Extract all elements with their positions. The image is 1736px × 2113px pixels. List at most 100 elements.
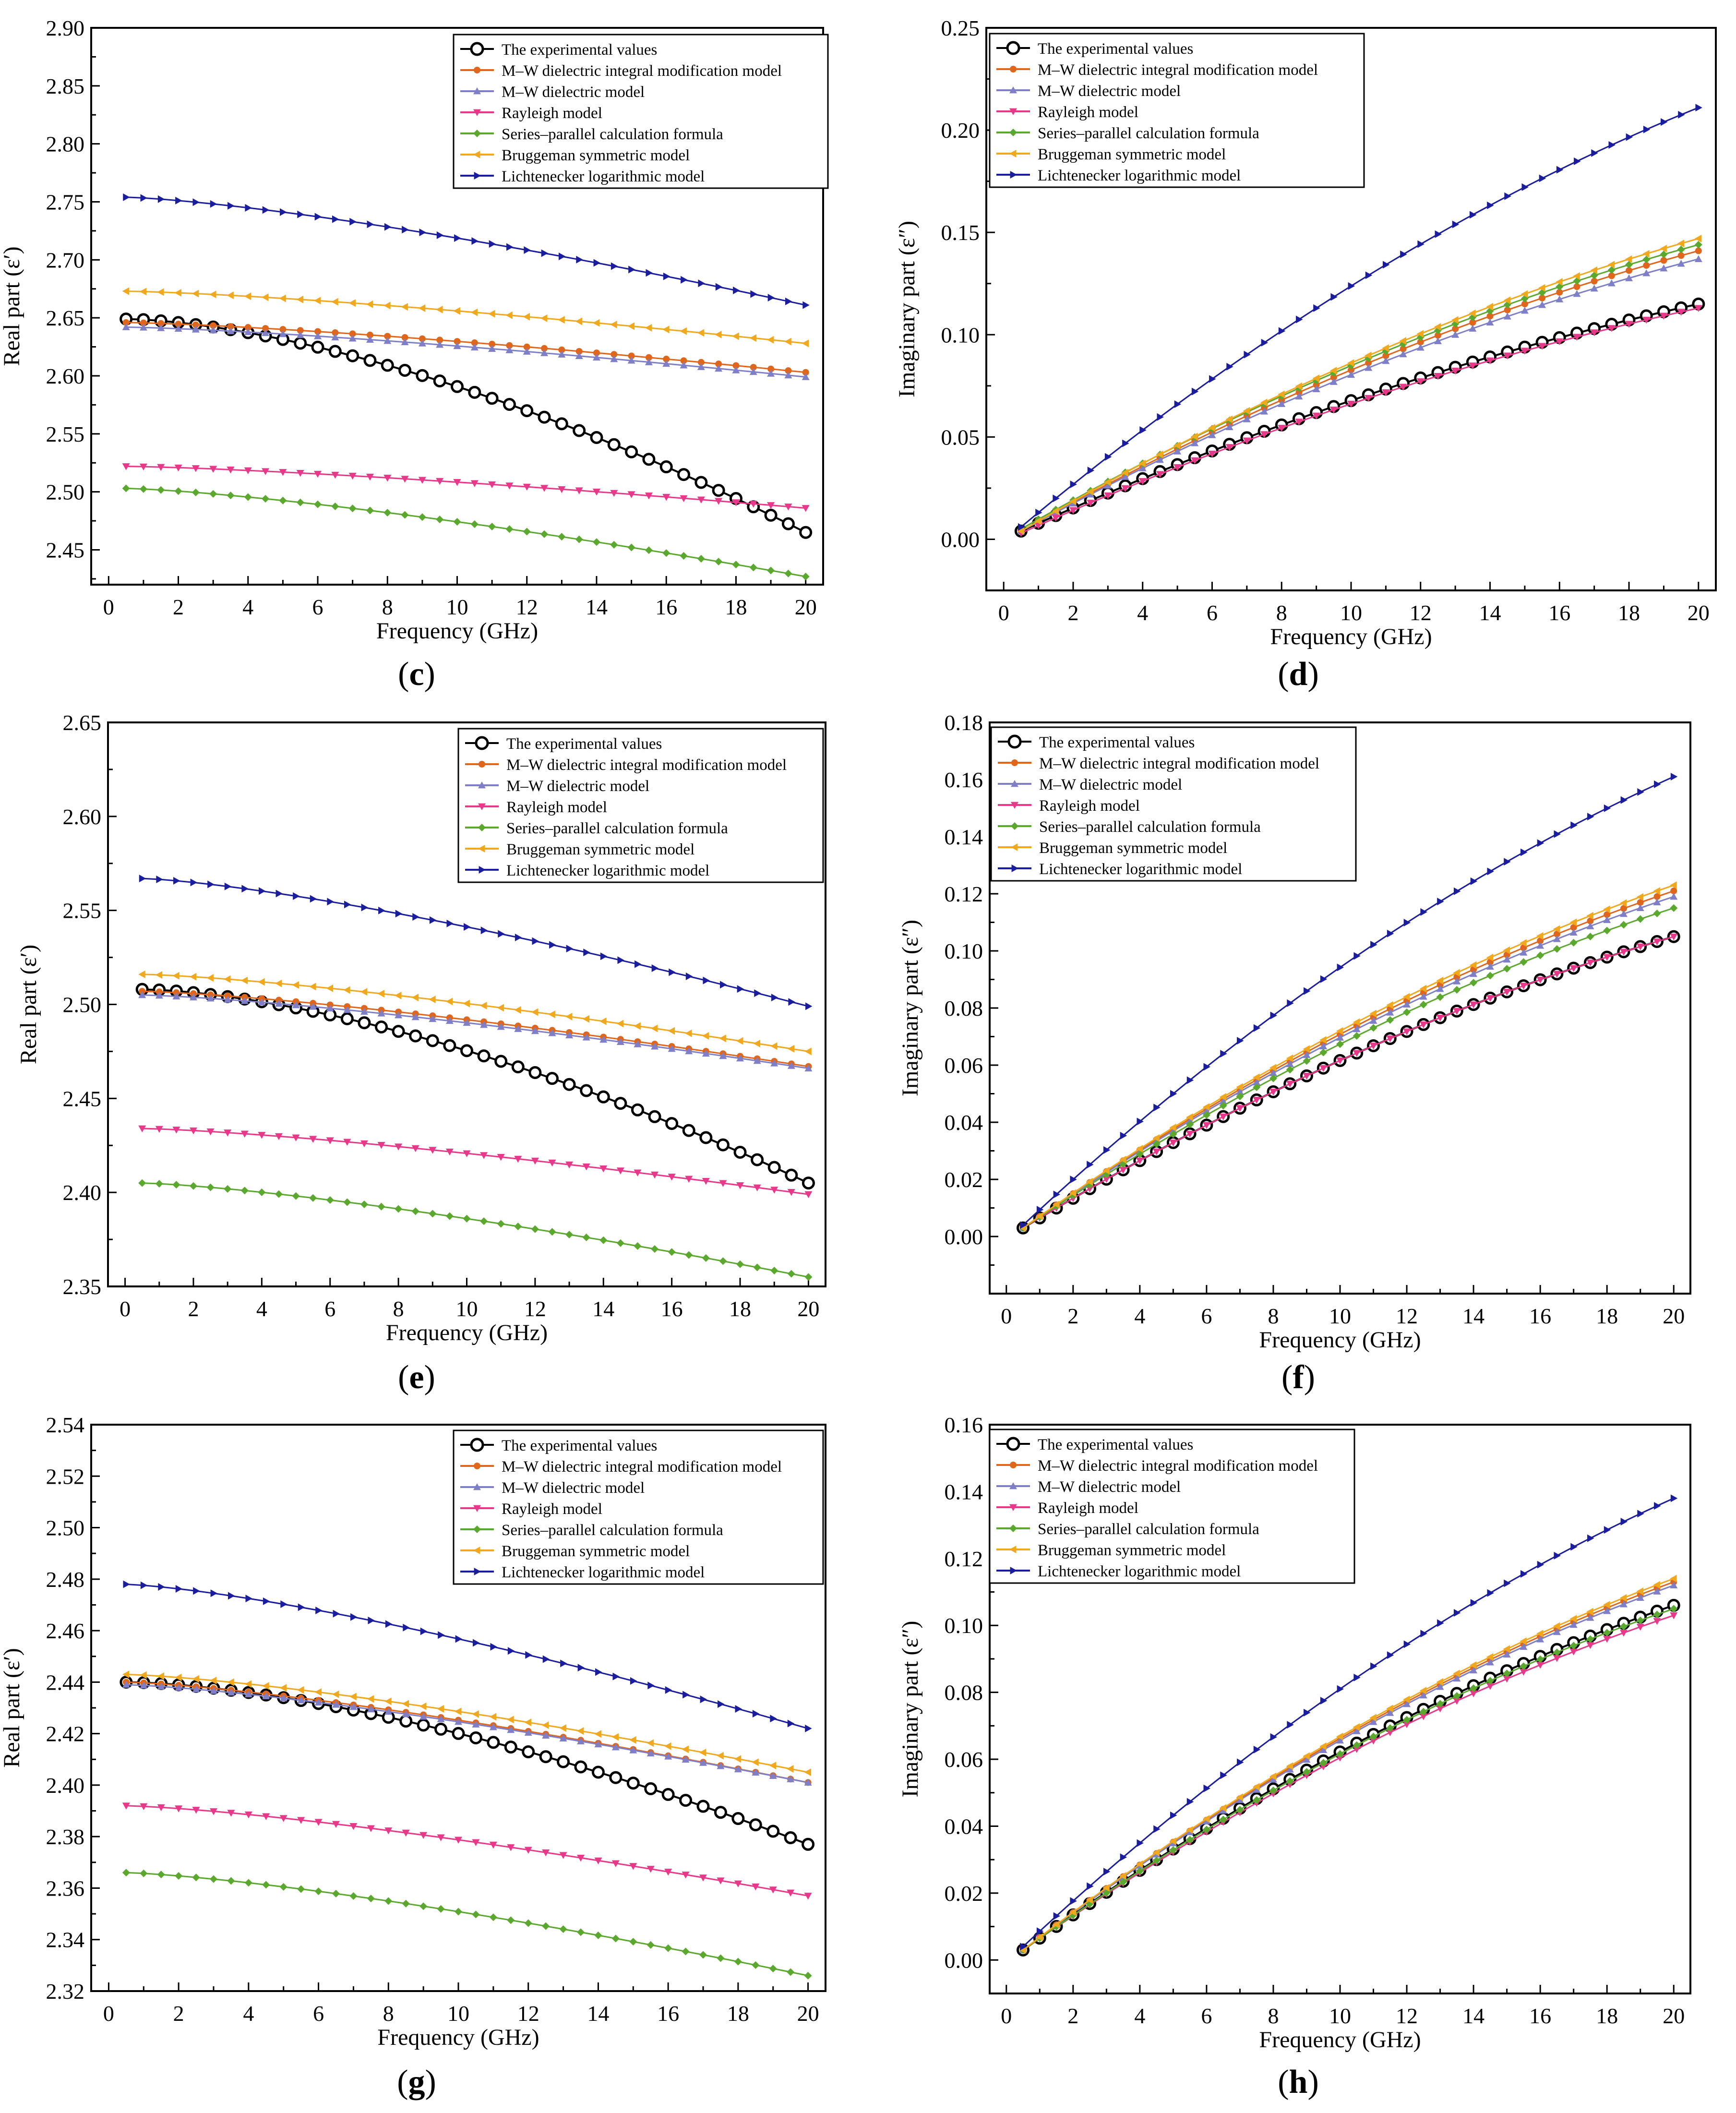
data-point-c-5: [192, 289, 199, 298]
data-point-h-5: [1536, 1630, 1544, 1638]
data-point-g-6: [175, 1585, 183, 1593]
data-point-g-5: [647, 1739, 654, 1747]
data-point-f-1: [1570, 924, 1577, 931]
data-point-g-5: [455, 1707, 462, 1716]
data-point-g-5: [717, 1752, 724, 1760]
data-point-h-2: [1453, 1674, 1461, 1682]
data-point-g-5: [244, 1680, 252, 1688]
data-point-h-6: [1587, 1534, 1594, 1542]
data-point-d-1: [1295, 389, 1303, 396]
data-point-d-3: [1295, 419, 1303, 426]
data-point-f-3: [1653, 938, 1661, 946]
data-point-d-6: [1278, 327, 1286, 335]
data-point-c-4: [314, 500, 322, 508]
data-point-f-1: [1520, 944, 1527, 951]
data-point-e-3: [155, 1126, 163, 1133]
legend-label-d-0: The experimental values: [1038, 40, 1193, 58]
data-point-e-6: [190, 878, 197, 887]
data-point-g-2: [629, 1746, 637, 1753]
data-point-e-6: [583, 948, 590, 957]
data-point-g-5: [157, 1672, 165, 1680]
x-tick-label-h: 4: [1134, 2004, 1145, 2028]
data-point-e-3: [702, 1178, 710, 1185]
data-point-c-6: [802, 301, 810, 309]
data-point-g-3: [437, 1834, 445, 1841]
y-tick-label-f: 0.04: [945, 1110, 983, 1135]
data-point-e-3: [377, 1141, 385, 1149]
data-point-c-0: [538, 410, 551, 424]
data-point-c-1: [366, 331, 373, 338]
data-point-g-2: [332, 1701, 340, 1708]
data-point-f-2: [1619, 910, 1628, 917]
data-point-g-2: [611, 1743, 620, 1751]
data-point-e-2: [189, 993, 197, 1001]
data-point-g-5: [594, 1730, 601, 1738]
data-point-e-5: [804, 1047, 812, 1056]
data-point-e-2: [326, 1004, 334, 1011]
data-point-c-6: [663, 272, 670, 280]
data-point-c-6: [349, 217, 357, 226]
data-point-c-2: [680, 361, 688, 369]
data-point-c-4: [262, 495, 270, 503]
data-point-c-3: [296, 469, 304, 477]
legend-label-c-0: The experimental values: [502, 41, 657, 59]
data-point-h-6: [1287, 1721, 1294, 1729]
data-point-c-5: [802, 339, 809, 348]
data-point-d-3: [1225, 444, 1233, 451]
data-point-c-0: [363, 354, 377, 367]
data-point-d-6: [1643, 125, 1651, 133]
data-point-f-4: [1236, 1093, 1244, 1101]
data-point-c-3: [209, 466, 217, 473]
data-point-h-3: [1436, 1705, 1444, 1713]
data-point-g-5: [419, 1702, 427, 1710]
data-point-f-2: [1569, 928, 1578, 936]
data-point-c-2: [122, 323, 130, 330]
data-point-g-3: [507, 1844, 515, 1851]
data-point-c-5: [366, 300, 373, 308]
data-point-f-3: [1403, 1028, 1411, 1035]
data-point-e-6: [600, 952, 608, 960]
data-point-g-6: [700, 1695, 707, 1704]
data-point-e-3: [736, 1182, 744, 1189]
data-point-d-5: [1278, 390, 1285, 398]
data-point-e-5: [292, 981, 299, 989]
data-point-c-0: [520, 404, 534, 418]
y-tick-label-d: 0.10: [941, 323, 980, 347]
data-point-h-3: [1536, 1662, 1544, 1669]
data-point-c-6: [506, 243, 514, 251]
data-point-h-4: [1136, 1867, 1144, 1875]
data-point-h-6: [1570, 1543, 1578, 1551]
data-point-h-5: [1036, 1933, 1043, 1941]
legend-marker-e-0: [475, 736, 489, 750]
data-point-c-2: [383, 337, 392, 344]
data-point-e-4: [565, 1231, 574, 1239]
data-point-g-0: [749, 1818, 762, 1832]
y-tick-label-h: 0.16: [945, 1413, 983, 1437]
data-point-c-3: [453, 479, 461, 486]
data-point-f-6: [1670, 773, 1678, 781]
data-point-h-5: [1403, 1695, 1410, 1704]
data-point-d-3: [1556, 338, 1564, 346]
data-point-d-6: [1469, 211, 1477, 219]
data-point-e-5: [651, 1024, 658, 1032]
data-point-e-2: [770, 1059, 778, 1067]
data-point-e-6: [207, 880, 215, 888]
data-point-h-6: [1020, 1943, 1027, 1951]
data-point-d-6: [1626, 133, 1633, 141]
data-point-c-6: [628, 265, 635, 274]
data-point-e-0: [545, 1072, 559, 1085]
legend-label-f-1: M–W dielectric integral modification mod…: [1039, 755, 1319, 772]
data-point-g-5: [734, 1755, 742, 1763]
data-point-d-3: [1121, 485, 1129, 492]
data-point-e-4: [224, 1185, 232, 1193]
data-point-d-1: [1573, 283, 1580, 290]
data-point-c-6: [245, 204, 252, 212]
data-point-g-4: [279, 1883, 287, 1891]
legend-marker-f-6: [1011, 864, 1018, 872]
data-point-d-5: [1677, 240, 1685, 248]
data-point-c-0: [555, 417, 568, 431]
data-point-g-3: [192, 1807, 200, 1814]
data-point-f-5: [1236, 1083, 1243, 1091]
data-point-d-1: [1643, 262, 1650, 269]
